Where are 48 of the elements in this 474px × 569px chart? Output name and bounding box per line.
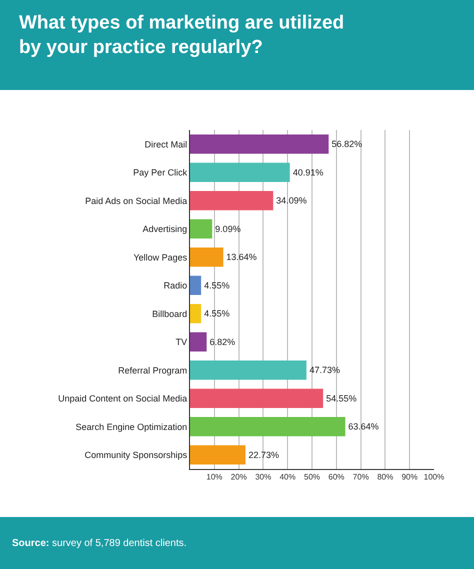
data-label: 9.09% <box>215 224 241 234</box>
bar <box>190 248 224 267</box>
bar <box>190 162 290 182</box>
x-tick-label: 50% <box>304 472 320 482</box>
y-tick-label: Pay Per Click <box>133 168 188 178</box>
x-tick-label: 20% <box>230 472 247 482</box>
bar <box>190 360 306 380</box>
y-tick-label: TV <box>176 337 188 348</box>
y-tick-label: Direct Mail <box>144 139 188 150</box>
x-tick-label: 100% <box>424 472 444 482</box>
y-tick-label: Referral Program <box>118 365 188 376</box>
x-tick-label: 90% <box>402 472 418 482</box>
data-label: 4.55% <box>204 308 230 319</box>
bar <box>190 191 274 210</box>
data-label: 56.82% <box>332 139 362 150</box>
data-label: 6.82% <box>210 336 236 347</box>
y-tick-label: Radio <box>164 280 188 291</box>
bar <box>190 388 324 408</box>
data-label: 4.55% <box>204 280 230 290</box>
data-label: 22.73% <box>248 450 279 460</box>
bar <box>190 332 207 352</box>
bar <box>190 417 346 436</box>
data-label: 54.55% <box>326 393 357 404</box>
data-label: 47.73% <box>309 365 340 376</box>
chart-title: What types of marketing are utilized by your practice regularly? <box>18 12 344 58</box>
x-tick-label: 40% <box>280 472 296 482</box>
y-tick-label: Community Sponsorships <box>84 450 188 460</box>
y-tick-label: Search Engine Optimization <box>76 422 188 432</box>
x-tick-label: 10% <box>206 472 222 482</box>
bar <box>190 134 329 154</box>
data-label: 40.91% <box>292 167 324 178</box>
data-label: 13.64% <box>226 252 257 262</box>
y-tick-label: Unpaid Content on Social Media <box>58 394 188 404</box>
data-label: 63.64% <box>348 422 379 432</box>
source-note: Source: survey of 5,789 dentist clients. <box>12 538 187 549</box>
bar <box>190 445 246 464</box>
x-tick-label: 30% <box>255 472 272 482</box>
x-tick-label: 60% <box>328 472 344 482</box>
y-tick-label: Yellow Pages <box>133 252 188 262</box>
y-tick-label: Billboard <box>152 308 188 319</box>
y-tick-label: Paid Ads on Social Media <box>85 196 188 206</box>
bar <box>190 304 202 324</box>
bar <box>190 219 212 238</box>
bar <box>190 276 202 295</box>
x-tick-label: 80% <box>377 472 394 482</box>
x-tick-label: 70% <box>352 472 369 482</box>
data-label: 34.09% <box>276 196 307 206</box>
y-tick-label: Advertising <box>142 224 188 234</box>
